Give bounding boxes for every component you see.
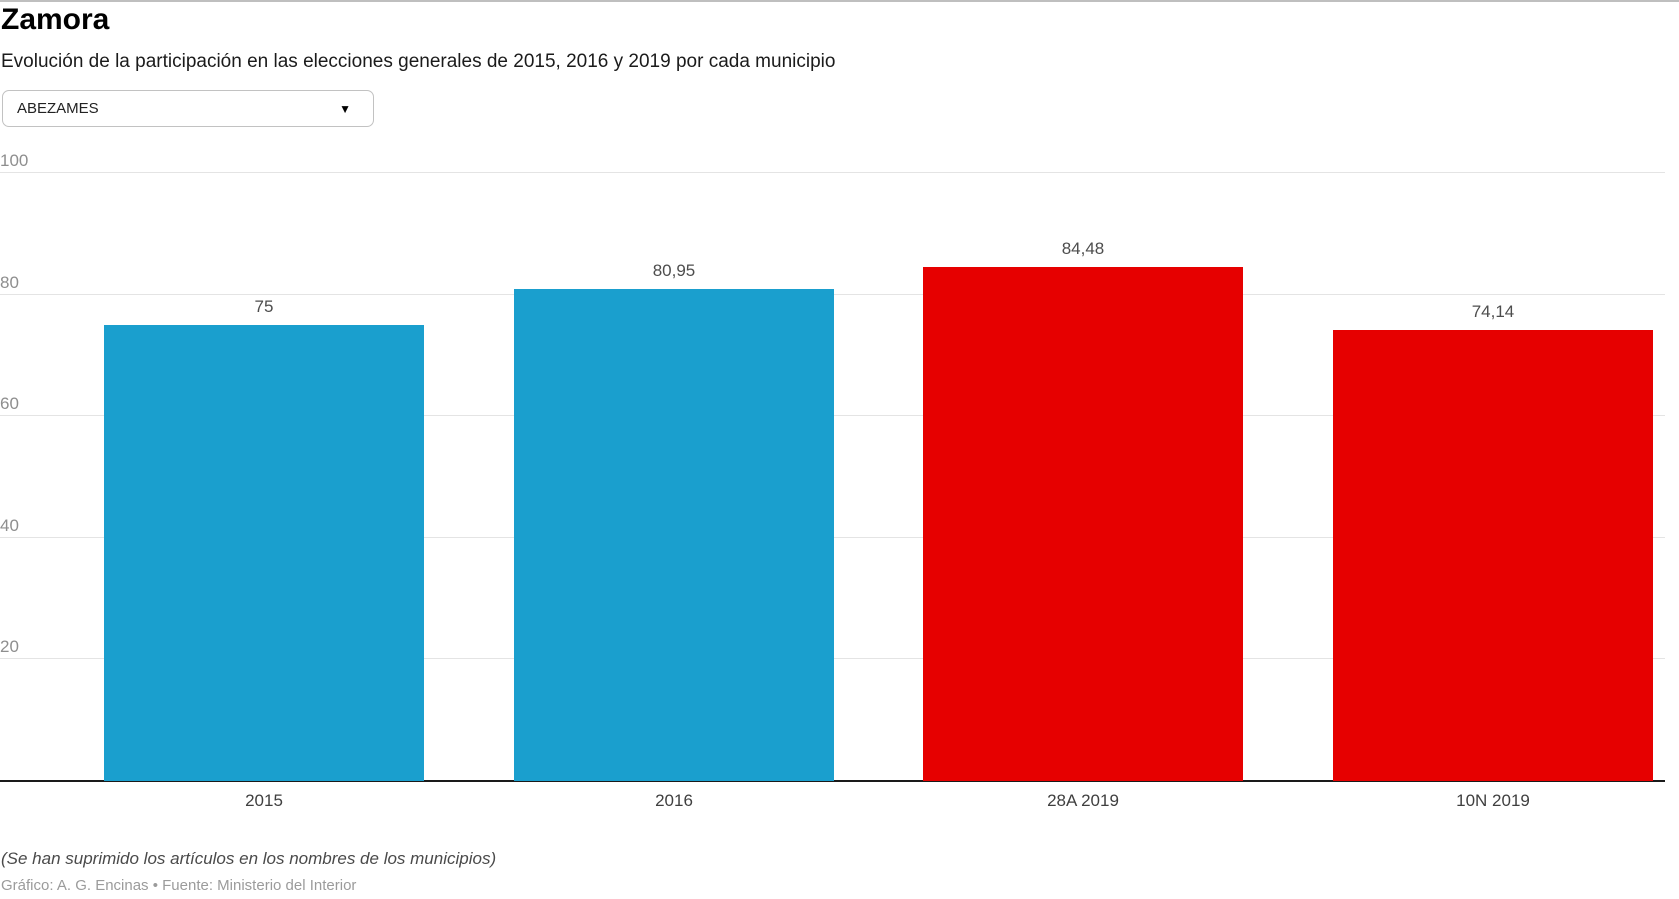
- x-axis-label: 10N 2019: [1456, 791, 1530, 810]
- y-axis-tick-label: 100: [0, 151, 29, 170]
- bar-value-label: 75: [254, 297, 274, 316]
- y-axis-tick-label: 60: [0, 394, 19, 413]
- page-title: Zamora: [1, 3, 110, 36]
- footnote: (Se han suprimido los artículos en los n…: [1, 849, 497, 868]
- y-axis-tick-label: 40: [0, 516, 19, 535]
- municipality-select[interactable]: ABEZAMES ▼: [2, 90, 374, 127]
- chart-subtitle: Evolución de la participación en las ele…: [1, 51, 836, 72]
- gridline-100: [0, 172, 1665, 173]
- x-axis-baseline: [0, 780, 1665, 782]
- bar-28a-2019[interactable]: [923, 267, 1243, 781]
- chevron-down-icon: ▼: [339, 101, 351, 116]
- y-axis-tick-label: 80: [0, 273, 19, 292]
- bar-10n-2019[interactable]: [1333, 330, 1653, 781]
- top-divider: [0, 0, 1679, 2]
- x-axis-label: 2015: [245, 791, 283, 810]
- municipality-select-value: ABEZAMES: [17, 100, 99, 117]
- bar-value-label: 74,14: [1471, 302, 1515, 321]
- bar-2015[interactable]: [104, 325, 424, 781]
- y-axis-tick-label: 20: [0, 637, 19, 656]
- bar-2016[interactable]: [514, 289, 834, 781]
- bar-value-label: 80,95: [652, 261, 696, 280]
- credit-line: Gráfico: A. G. Encinas • Fuente: Ministe…: [1, 877, 357, 894]
- x-axis-label: 2016: [655, 791, 693, 810]
- bar-value-label: 84,48: [1061, 239, 1105, 258]
- x-axis-label: 28A 2019: [1047, 791, 1119, 810]
